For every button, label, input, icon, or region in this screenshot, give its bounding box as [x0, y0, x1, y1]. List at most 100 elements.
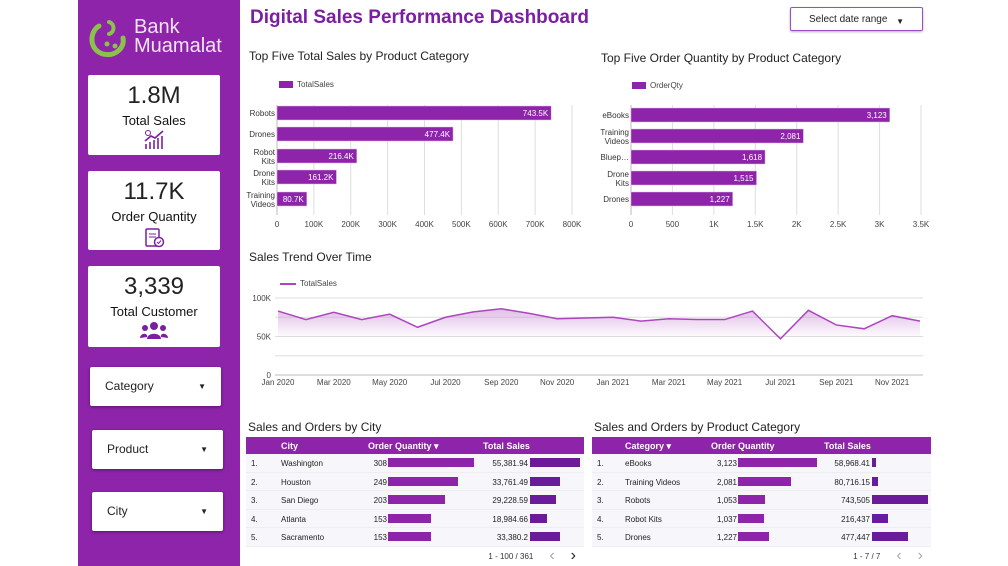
bar — [630, 191, 733, 207]
table-row[interactable]: 2. Houston 249 33,761.49 — [246, 472, 584, 491]
table-row[interactable]: 5. Sacramento 153 33,380.2 — [246, 528, 584, 547]
x-tick-label: 700K — [526, 220, 545, 229]
order-quantity-bar — [738, 476, 791, 486]
total-sales-value: 33,761.49 — [492, 477, 528, 487]
legend-swatch — [632, 82, 646, 89]
y-category-label: Drone Kits — [607, 170, 629, 188]
x-tick-label: 300K — [378, 220, 397, 229]
bar — [630, 107, 891, 123]
order-quantity-bar — [388, 458, 474, 467]
row-index: 3. — [251, 496, 258, 505]
bar-data-label: 743.5K — [523, 109, 549, 118]
x-tick-label: 500K — [452, 220, 471, 229]
pagination: 1 - 7 / 7 ‹ › — [853, 547, 923, 565]
table-row[interactable]: 3. Robots 1,053 743,505 — [592, 491, 931, 510]
qty-chart-legend: OrderQty — [632, 81, 683, 90]
order-quantity-value: 3,123 — [716, 459, 737, 468]
x-tick-label: Jan 2021 — [596, 378, 629, 387]
next-page-icon[interactable]: › — [570, 547, 576, 564]
dropdown-label: Category — [105, 379, 154, 393]
total-sales-bar — [530, 458, 580, 467]
bank-muamalat-logo-icon — [89, 20, 126, 58]
x-tick-label: Sep 2020 — [484, 378, 519, 387]
row-name: Robots — [625, 496, 651, 505]
total-sales-bar — [872, 458, 877, 467]
qty-bar-chart: 0 500 1K 1.5K 2K 2.5K 3K 3.5K 3,123 eBooks 2,081 Tr… — [600, 105, 930, 229]
y-category-label: Robots — [250, 109, 275, 118]
order-quantity-bar — [738, 458, 817, 467]
order-quantity-bar — [388, 476, 458, 486]
category-table-title: Sales and Orders by Product Category — [594, 420, 801, 434]
x-tick-label: 3.5K — [913, 220, 930, 229]
date-range-button[interactable]: Select date range ▼ — [790, 7, 923, 31]
trend-chart-legend: TotalSales — [280, 279, 337, 288]
total-sales-value: 216,437 — [841, 514, 870, 524]
sales-bar-chart: 0 100K 200K 300K 400K 500K 600K 700K 800K 743.5K R… — [246, 105, 582, 229]
order-quantity-bar — [738, 495, 765, 504]
table-row[interactable]: 4. Robot Kits 1,037 216,437 — [592, 509, 931, 528]
bar-data-label: 1,227 — [710, 195, 731, 204]
table-row[interactable]: 1. eBooks 3,123 58,968.41 — [592, 454, 931, 473]
row-name: Sacramento — [281, 533, 325, 542]
table-row[interactable]: 2. Training Videos 2,081 80,716.15 — [592, 472, 931, 491]
row-name: eBooks — [625, 459, 652, 468]
x-tick-label: Mar 2020 — [317, 378, 351, 387]
city-table: City Order Quantity ▾ Total Sales 1. Washing… — [246, 437, 584, 564]
column-header[interactable]: City — [281, 441, 299, 451]
x-tick-label: 1.5K — [747, 220, 764, 229]
column-header[interactable]: Order Quantity — [711, 441, 775, 451]
dropdown-label: Product — [107, 442, 149, 456]
x-tick-label: 3K — [875, 220, 885, 229]
trend-area — [278, 308, 920, 339]
pagination: 1 - 100 / 361 ‹ › — [488, 547, 576, 565]
row-index: 2. — [251, 477, 258, 487]
order-quantity-bar — [388, 495, 445, 504]
x-tick-label: May 2021 — [707, 378, 743, 387]
table-row[interactable]: 5. Drones 1,227 477,447 — [592, 528, 931, 547]
bar — [630, 170, 757, 186]
x-tick-label: 2K — [792, 220, 802, 229]
row-index: 4. — [251, 514, 258, 524]
product-filter-dropdown[interactable]: Product ▼ — [92, 430, 223, 469]
column-header[interactable]: Total Sales — [824, 441, 871, 451]
y-category-label: Drones — [603, 195, 629, 204]
total-sales-bar — [872, 532, 908, 541]
total-sales-bar — [530, 513, 548, 523]
order-quantity-value: 1,037 — [716, 514, 737, 524]
caret-down-icon: ▼ — [896, 17, 904, 26]
total-sales-bar — [530, 532, 561, 541]
column-header[interactable]: Order Quantity ▾ — [368, 441, 439, 451]
y-category-label: Training Videos — [246, 191, 275, 209]
next-page-icon[interactable]: › — [917, 547, 923, 564]
row-name: Drones — [625, 533, 651, 542]
x-tick-label: 100K — [305, 220, 324, 229]
table-row[interactable]: 4. Atlanta 153 18,984.66 — [246, 509, 584, 528]
y-tick-label: 0 — [267, 371, 272, 380]
kpi-value: 3,339 — [123, 273, 185, 300]
sidebar: Bank Muamalat 1.8M Total Sales 11.7K Ord… — [78, 0, 240, 566]
prev-page-icon[interactable]: ‹ — [896, 547, 902, 564]
table-header: City Order Quantity ▾ Total Sales — [246, 437, 584, 454]
category-filter-dropdown[interactable]: Category ▼ — [90, 367, 221, 406]
table-row[interactable]: 3. San Diego 203 29,228.59 — [246, 491, 584, 510]
city-filter-dropdown[interactable]: City ▼ — [92, 492, 223, 531]
order-quantity-bar — [738, 532, 770, 541]
kpi-value: 11.7K — [123, 178, 185, 205]
order-quantity-value: 2,081 — [716, 477, 737, 487]
column-header[interactable]: Total Sales — [483, 441, 530, 451]
row-index: 1. — [251, 459, 258, 468]
y-category-label: eBooks — [602, 111, 629, 120]
prev-page-icon[interactable]: ‹ — [549, 547, 555, 564]
chart-growth-icon — [144, 130, 164, 149]
table-row[interactable]: 1. Washington 308 55,381.94 — [246, 454, 584, 473]
column-header[interactable]: Category ▾ — [625, 441, 672, 451]
bar-data-label: 80.7K — [283, 195, 305, 204]
sales-chart-title: Top Five Total Sales by Product Category — [249, 49, 469, 63]
bar — [276, 105, 552, 121]
bar-data-label: 1,515 — [733, 174, 754, 183]
legend-line — [280, 282, 296, 285]
kpi-total-customer: 3,339 Total Customer — [88, 266, 220, 347]
bar — [630, 128, 804, 144]
legend-label: TotalSales — [300, 279, 337, 288]
x-tick-label: 600K — [489, 220, 508, 229]
